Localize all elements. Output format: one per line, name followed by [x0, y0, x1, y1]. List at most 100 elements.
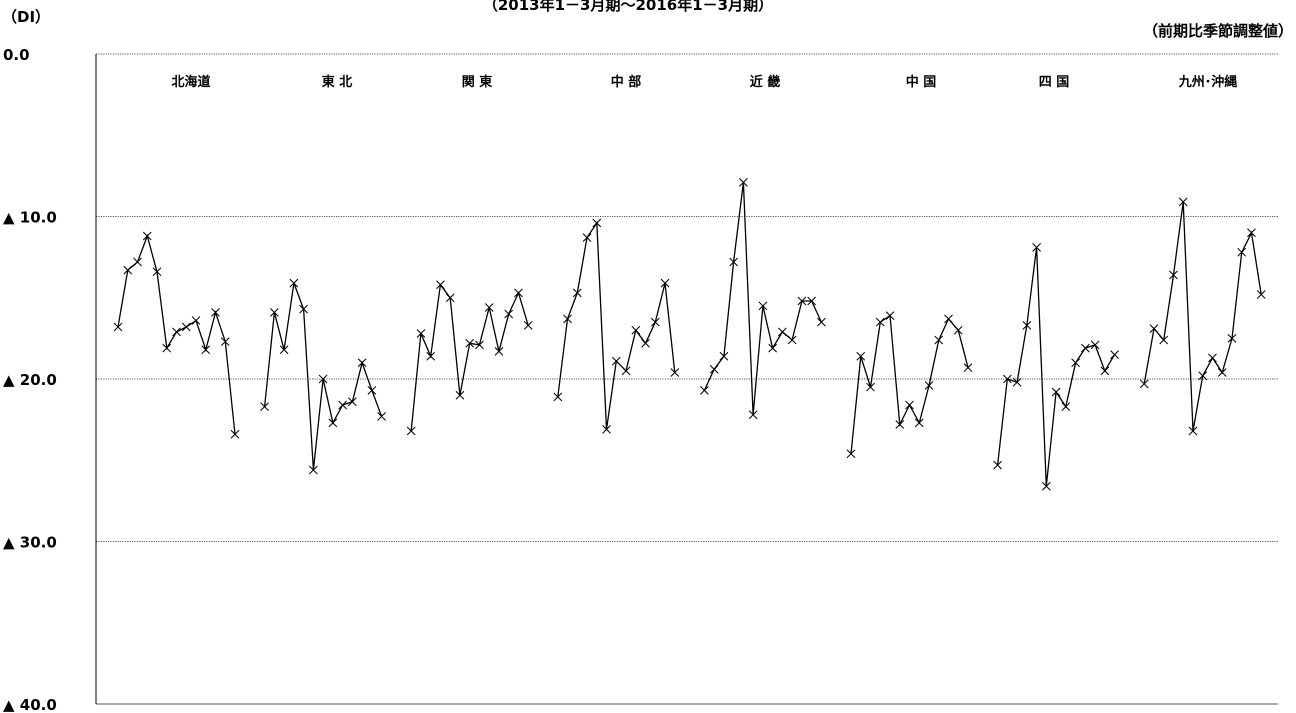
- data-point: [357, 358, 367, 368]
- data-point: [885, 311, 895, 320]
- data-point: [846, 449, 856, 459]
- data-point: [895, 420, 905, 429]
- gridlines: [96, 53, 1278, 705]
- y-tick-label: ▲ 20.0: [3, 371, 57, 389]
- data-point: [914, 418, 924, 428]
- data-point: [709, 364, 719, 374]
- data-point: [133, 257, 142, 267]
- y-tick-label: 0.0: [3, 46, 30, 64]
- data-point: [484, 303, 494, 312]
- data-point: [123, 265, 133, 275]
- data-point: [1002, 374, 1012, 384]
- data-point: [523, 321, 533, 330]
- data-point: [1217, 368, 1227, 377]
- data-point: [768, 343, 778, 353]
- data-point: [856, 351, 866, 361]
- data-point: [611, 356, 621, 366]
- data-point: [924, 381, 934, 390]
- data-point: [729, 257, 739, 267]
- data-point: [416, 329, 426, 338]
- data-point: [279, 345, 289, 355]
- data-point: [572, 288, 582, 298]
- data-point: [563, 314, 572, 324]
- data-point: [260, 402, 269, 411]
- data-point: [905, 400, 914, 410]
- data-point: [211, 308, 220, 317]
- data-point: [700, 386, 709, 395]
- data-point: [465, 338, 475, 348]
- series-line: [996, 247, 1116, 487]
- data-point: [602, 425, 611, 434]
- region-label: 東 北: [322, 74, 353, 90]
- series-line: [1143, 201, 1262, 432]
- data-point: [1022, 321, 1032, 330]
- data-point: [553, 392, 563, 402]
- data-point: [445, 293, 455, 303]
- y-axis-unit-label: （DI）: [2, 8, 50, 26]
- region-label: 関 東: [462, 74, 493, 90]
- data-point: [328, 418, 338, 428]
- data-point: [582, 233, 592, 242]
- region-label: 北海道: [171, 74, 210, 90]
- data-point: [739, 178, 748, 187]
- data-point: [455, 390, 465, 400]
- data-point: [1051, 387, 1061, 397]
- data-point: [172, 327, 181, 337]
- data-point: [1188, 426, 1198, 436]
- data-point: [1071, 358, 1080, 368]
- data-point: [963, 363, 973, 372]
- data-point: [1012, 377, 1022, 387]
- data-point: [1149, 324, 1159, 333]
- data-point: [1080, 343, 1090, 353]
- data-point: [953, 325, 963, 335]
- data-point: [1247, 228, 1256, 238]
- data-point: [1090, 340, 1100, 350]
- data-point: [817, 317, 826, 327]
- data-point: [318, 374, 328, 384]
- data-point: [934, 335, 944, 345]
- data-point: [1198, 371, 1208, 381]
- data-point: [367, 386, 377, 395]
- data-point: [142, 231, 152, 241]
- y-axis: 0.0 ▲ 10.0 ▲ 20.0 ▲ 30.0 ▲ 40.0: [3, 46, 97, 713]
- data-point: [162, 343, 172, 353]
- chart-period-label: （2013年1－3月期～2016年1－3月期）: [483, 0, 773, 14]
- data-point: [1237, 247, 1247, 257]
- series-line: [557, 221, 676, 430]
- data-point: [748, 410, 758, 420]
- data-point: [347, 397, 357, 407]
- data-point: [758, 301, 768, 311]
- data-point: [181, 322, 191, 332]
- data-point: [670, 368, 680, 377]
- data-point: [1061, 402, 1071, 411]
- data-point: [1139, 379, 1149, 389]
- series-line: [117, 233, 236, 435]
- data-point: [289, 278, 299, 288]
- data-point: [1110, 350, 1119, 359]
- data-point: [1169, 270, 1178, 280]
- data-point: [504, 309, 514, 319]
- y-tick-label: ▲ 40.0: [3, 696, 57, 713]
- data-point: [660, 278, 670, 288]
- data-point: [778, 327, 787, 337]
- data-point: [191, 316, 201, 325]
- data-point: [1041, 481, 1051, 491]
- data-point: [1208, 353, 1217, 363]
- data-point: [875, 317, 885, 327]
- region-label: 四 国: [1039, 75, 1070, 90]
- data-point: [1032, 243, 1041, 252]
- data-point: [719, 351, 729, 361]
- chart-note-label: （前期比季節調整値）: [1143, 22, 1293, 40]
- data-point: [787, 335, 797, 345]
- data-point: [1178, 197, 1188, 207]
- data-point: [230, 429, 240, 439]
- region-label: 中 国: [906, 74, 937, 90]
- data-point: [338, 400, 347, 410]
- data-point: [1256, 290, 1266, 299]
- y-tick-label: ▲ 30.0: [3, 534, 57, 552]
- data-point: [475, 340, 484, 350]
- data-point: [631, 325, 641, 335]
- data-point: [514, 288, 523, 298]
- data-point: [592, 218, 602, 228]
